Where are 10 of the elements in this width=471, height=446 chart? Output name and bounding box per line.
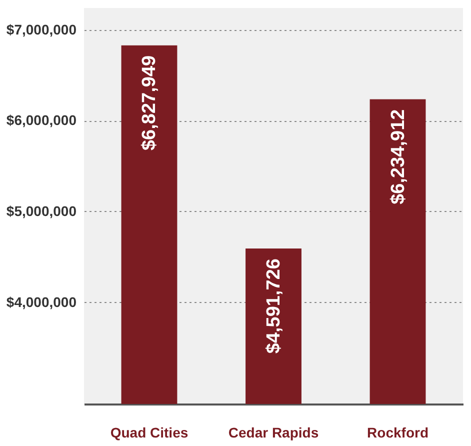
y-tick-label: $5,000,000 — [6, 202, 77, 219]
data-label: $6,827,949 — [139, 55, 160, 151]
x-tick-label: Rockford — [367, 424, 428, 440]
y-tick-label: $4,000,000 — [6, 294, 77, 310]
data-label: $6,234,912 — [388, 109, 409, 204]
y-tick-label: $6,000,000 — [6, 112, 77, 128]
y-tick-label: $7,000,000 — [6, 21, 77, 38]
x-tick-label: Quad Cities — [110, 424, 188, 440]
data-label: $4,591,726 — [264, 258, 284, 354]
x-tick-label: Cedar Rapids — [228, 424, 319, 440]
